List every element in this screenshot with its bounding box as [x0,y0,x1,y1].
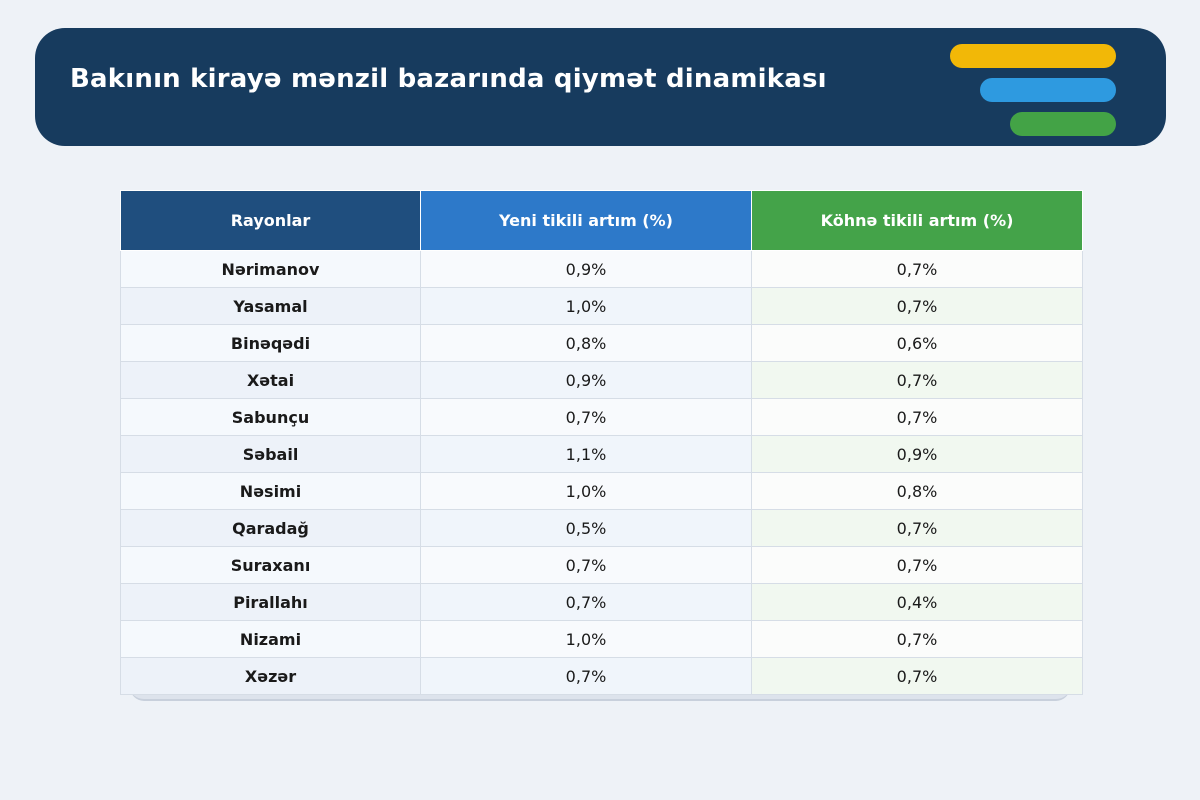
table-row: Nəsimi 1,0% 0,8% [120,472,1083,510]
header-banner: Bakının kirayə mənzil bazarında qiymət d… [35,28,1166,146]
table-row: Binəqədi 0,8% 0,6% [120,324,1083,362]
table-header-row: Rayonlar Yeni tikili artım (%) Köhnə tik… [120,190,1083,251]
decorative-green-bar [1010,112,1116,136]
district-cell: Səbail [120,435,421,473]
district-cell: Xəzər [120,657,421,695]
new-building-growth-cell: 1,0% [420,620,752,658]
old-building-growth-cell: 0,6% [751,324,1083,362]
old-building-growth-cell: 0,9% [751,435,1083,473]
table-body: Nərimanov 0,9% 0,7% Yasamal 1,0% 0,7% Binəqədi… [120,250,1083,695]
new-building-growth-cell: 0,7% [420,398,752,436]
table-row: Nərimanov 0,9% 0,7% [120,250,1083,288]
table-row: Pirallahı 0,7% 0,4% [120,583,1083,621]
district-cell: Xətai [120,361,421,399]
column-header-districts: Rayonlar [120,190,421,251]
column-header-old-buildings: Köhnə tikili artım (%) [751,190,1083,251]
district-cell: Yasamal [120,287,421,325]
new-building-growth-cell: 0,7% [420,657,752,695]
new-building-growth-cell: 0,5% [420,509,752,547]
new-building-growth-cell: 0,9% [420,250,752,288]
district-cell: Pirallahı [120,583,421,621]
district-cell: Sabunçu [120,398,421,436]
district-cell: Suraxanı [120,546,421,584]
new-building-growth-cell: 1,0% [420,287,752,325]
decorative-blue-bar [980,78,1116,102]
decorative-yellow-bar [950,44,1116,68]
old-building-growth-cell: 0,7% [751,657,1083,695]
old-building-growth-cell: 0,7% [751,398,1083,436]
table-row: Xəzər 0,7% 0,7% [120,657,1083,695]
rent-growth-table: Rayonlar Yeni tikili artım (%) Köhnə tik… [120,190,1083,695]
district-cell: Binəqədi [120,324,421,362]
old-building-growth-cell: 0,7% [751,361,1083,399]
district-cell: Nərimanov [120,250,421,288]
data-table-container: Rayonlar Yeni tikili artım (%) Köhnə tik… [120,190,1083,701]
old-building-growth-cell: 0,7% [751,509,1083,547]
district-cell: Nəsimi [120,472,421,510]
table-row: Səbail 1,1% 0,9% [120,435,1083,473]
new-building-growth-cell: 0,9% [420,361,752,399]
old-building-growth-cell: 0,7% [751,546,1083,584]
old-building-growth-cell: 0,7% [751,250,1083,288]
table-row: Nizami 1,0% 0,7% [120,620,1083,658]
district-cell: Nizami [120,620,421,658]
new-building-growth-cell: 1,1% [420,435,752,473]
old-building-growth-cell: 0,7% [751,620,1083,658]
old-building-growth-cell: 0,8% [751,472,1083,510]
new-building-growth-cell: 0,7% [420,546,752,584]
page-title: Bakının kirayə mənzil bazarında qiymət d… [70,64,827,94]
old-building-growth-cell: 0,7% [751,287,1083,325]
old-building-growth-cell: 0,4% [751,583,1083,621]
new-building-growth-cell: 0,8% [420,324,752,362]
district-cell: Qaradağ [120,509,421,547]
table-row: Suraxanı 0,7% 0,7% [120,546,1083,584]
table-row: Yasamal 1,0% 0,7% [120,287,1083,325]
table-row: Sabunçu 0,7% 0,7% [120,398,1083,436]
new-building-growth-cell: 0,7% [420,583,752,621]
table-row: Xətai 0,9% 0,7% [120,361,1083,399]
column-header-new-buildings: Yeni tikili artım (%) [420,190,752,251]
table-row: Qaradağ 0,5% 0,7% [120,509,1083,547]
new-building-growth-cell: 1,0% [420,472,752,510]
